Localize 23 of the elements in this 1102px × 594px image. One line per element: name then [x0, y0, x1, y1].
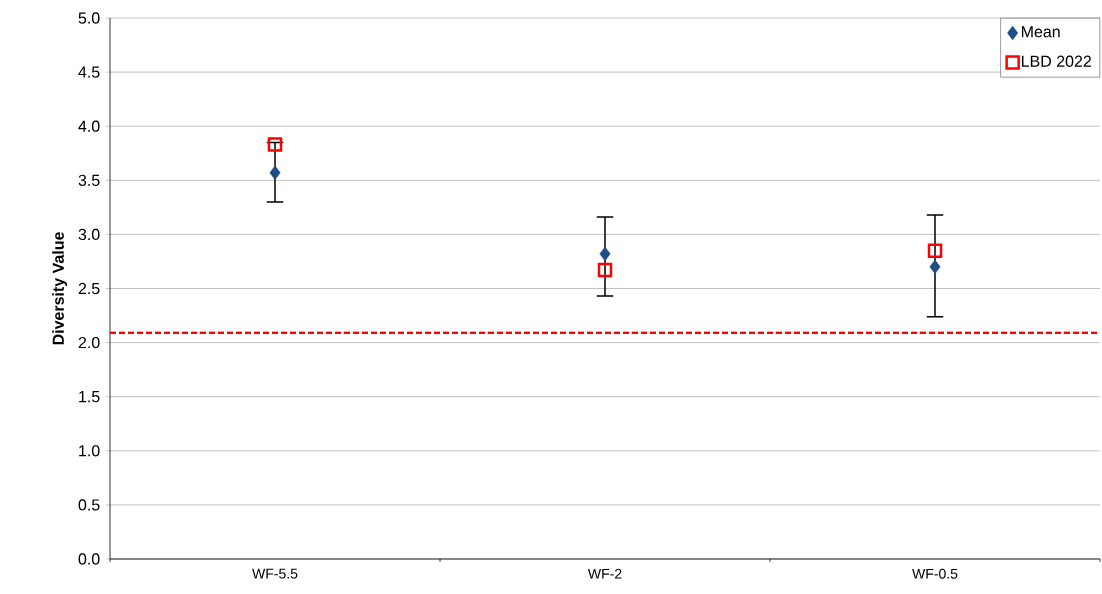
y-tick-label: 0.5: [78, 499, 100, 511]
y-tick-label: 1.5: [79, 391, 100, 403]
point: [927, 243, 943, 258]
y-axis-title: Diversity Value: [52, 232, 68, 345]
y-tick-label: 4.0: [78, 120, 100, 132]
y-tick-label: 2.5: [78, 282, 100, 295]
y-tick-label: 0.0: [78, 553, 100, 565]
x-tick-label: WF-2: [587, 568, 622, 579]
y-tick-label: 5.0: [78, 12, 100, 24]
x-tick-label: WF-0.5: [912, 568, 958, 579]
y-tick-label: 3.0: [78, 228, 100, 241]
y-tick-label: 1.0: [79, 445, 100, 457]
y-tick-label: 2.0: [78, 336, 100, 349]
y-tick-label: 4.5: [78, 66, 100, 78]
legend-label: Mean: [1021, 26, 1060, 38]
x-tick-label: WF-5.5: [252, 568, 298, 579]
point: [267, 137, 283, 152]
legend-label: LBD 2022: [1021, 55, 1091, 67]
point: [599, 246, 611, 262]
y-tick-label: 3.5: [78, 174, 100, 186]
point: [597, 262, 613, 278]
point: [929, 259, 941, 275]
point: [269, 165, 281, 180]
